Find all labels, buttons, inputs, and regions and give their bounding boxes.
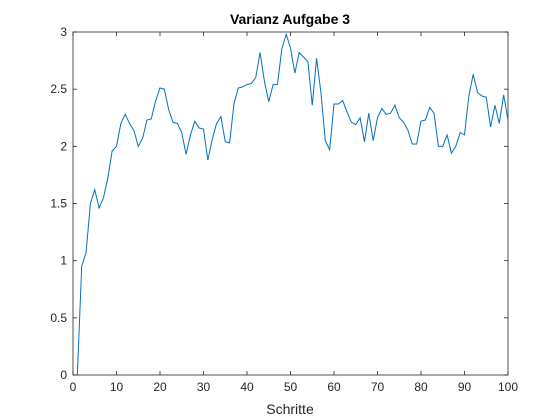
y-tick-label: 0 [60, 368, 67, 382]
y-tick-label: 2 [60, 139, 67, 153]
x-tick-label: 10 [110, 380, 124, 394]
y-tick-label: 1 [60, 254, 67, 268]
y-tick-label: 3 [60, 25, 67, 39]
y-tick-label: 2.5 [50, 82, 67, 96]
x-tick-label: 20 [153, 380, 167, 394]
x-tick-label: 70 [371, 380, 385, 394]
x-tick-label: 50 [284, 380, 298, 394]
x-axis: 0 10 20 30 40 50 60 70 80 90 100 [70, 32, 518, 394]
series-line [76, 32, 509, 376]
x-tick-label: 0 [70, 380, 77, 394]
x-tick-label: 80 [414, 380, 428, 394]
x-tick-label: 60 [327, 380, 341, 394]
x-tick-label: 40 [240, 380, 254, 394]
x-axis-label: Schritte [266, 401, 314, 417]
y-axis: 0 0.5 1 1.5 2 2.5 3 [50, 25, 508, 382]
plot-area: 0 10 20 30 40 50 60 70 80 90 100 0 0.5 1 1.5 2 2.5 3 [50, 25, 518, 394]
y-tick-label: 1.5 [50, 197, 67, 211]
x-tick-label: 30 [197, 380, 211, 394]
y-tick-label: 0.5 [50, 311, 67, 325]
x-tick-label: 100 [498, 380, 518, 394]
axes-box [72, 31, 509, 376]
chart-title: Varianz Aufgabe 3 [230, 11, 350, 27]
x-tick-label: 90 [458, 380, 472, 394]
